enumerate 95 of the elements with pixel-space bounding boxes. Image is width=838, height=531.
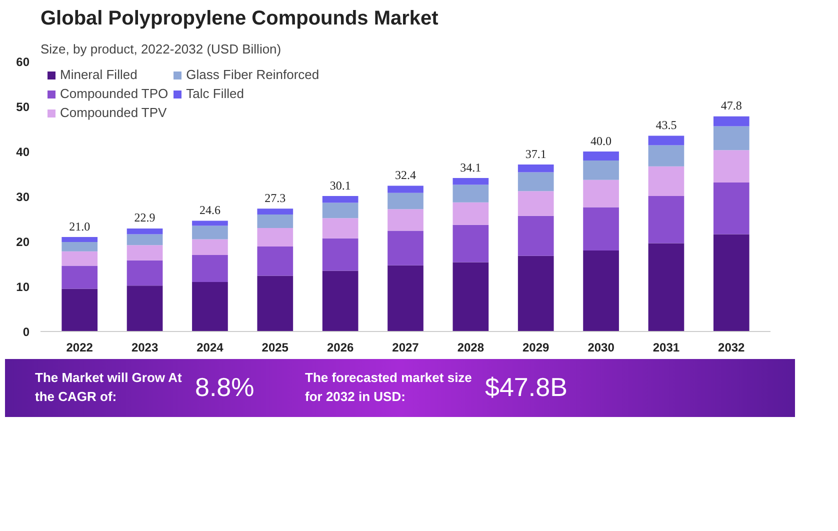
bar <box>648 243 684 332</box>
bar <box>126 245 163 260</box>
bar <box>388 192 424 210</box>
x-tick-label: 2029 <box>522 340 550 354</box>
x-tick-label: 2032 <box>718 340 746 354</box>
bar <box>583 160 619 180</box>
bar <box>192 282 228 332</box>
bar <box>452 262 489 332</box>
bar <box>583 152 619 160</box>
text: 8.8% <box>195 371 256 404</box>
x-tick-label: 2022 <box>66 340 94 354</box>
text: The forecasted market size for 2032 in USD: <box>305 369 473 406</box>
legend-label: Talc Filled <box>186 86 244 101</box>
x-tick-label: 2027 <box>392 340 420 354</box>
chart-title: Global Polypropylene Compounds Market <box>40 8 439 30</box>
bar <box>388 230 424 266</box>
bar <box>518 191 554 216</box>
bar <box>648 166 684 196</box>
bar <box>648 136 684 146</box>
total-label: 40.0 <box>590 134 612 148</box>
bar <box>518 164 554 172</box>
bar <box>713 126 750 150</box>
bar <box>713 182 750 234</box>
bar <box>518 216 554 256</box>
text: $47.8B <box>485 371 568 404</box>
bar <box>518 256 554 332</box>
total-label: 30.1 <box>330 178 351 192</box>
total-label: 32.4 <box>395 168 416 182</box>
bar <box>257 228 294 246</box>
bar <box>583 207 619 250</box>
bar <box>192 220 228 226</box>
legend-label: Mineral Filled <box>60 67 138 82</box>
bar <box>62 242 98 252</box>
chart-subtitle: Size, by product, 2022-2032 (USD Billion) <box>40 42 282 56</box>
bar <box>322 196 358 203</box>
bar <box>388 265 424 332</box>
bar <box>713 234 750 332</box>
x-tick-label: 2030 <box>588 340 615 354</box>
bar <box>192 255 228 282</box>
bar <box>126 260 163 286</box>
total-label: 47.8 <box>720 98 742 113</box>
bar <box>322 202 358 218</box>
bar <box>452 178 489 185</box>
bar <box>257 246 294 276</box>
bar <box>713 150 750 183</box>
total-label: 34.1 <box>460 160 482 174</box>
bar <box>192 239 228 255</box>
bar <box>126 228 163 234</box>
x-tick-label: 2028 <box>457 340 484 354</box>
bar <box>322 218 358 238</box>
bar <box>452 224 489 262</box>
bar <box>257 214 294 228</box>
y-tick-label: 30 <box>16 190 30 204</box>
legend-label: Glass Fiber Reinforced <box>186 67 320 82</box>
bar <box>452 202 489 225</box>
bar <box>62 237 98 242</box>
bar <box>192 226 228 240</box>
legend-label: Compounded TPO <box>60 86 168 101</box>
y-tick-label: 0 <box>22 325 30 339</box>
y-tick-label: 20 <box>16 235 30 249</box>
x-tick-label: 2025 <box>262 340 289 354</box>
bar <box>126 234 163 246</box>
y-tick-label: 40 <box>16 145 30 159</box>
bar <box>583 180 619 208</box>
total-label: 37.1 <box>525 146 546 161</box>
bar <box>322 270 358 332</box>
bar <box>126 286 163 332</box>
text: The Market will Grow At the CAGR of: <box>35 369 183 406</box>
legend-label: Compounded TPV <box>60 105 167 120</box>
bar <box>257 208 294 214</box>
x-tick-label: 2031 <box>652 340 680 354</box>
y-tick-label: 60 <box>16 55 30 69</box>
bar <box>518 172 554 192</box>
bar <box>452 184 489 202</box>
y-tick-label: 50 <box>16 100 30 114</box>
total-label: 24.6 <box>199 203 220 218</box>
bar <box>62 266 98 289</box>
bar <box>62 251 98 266</box>
total-label: 43.5 <box>656 118 677 132</box>
total-label: 21.0 <box>69 219 90 234</box>
bar <box>388 186 424 193</box>
x-tick-label: 2023 <box>131 340 158 354</box>
bar <box>583 250 619 332</box>
total-label: 22.9 <box>134 210 156 225</box>
bar <box>713 116 750 126</box>
bar <box>322 238 358 271</box>
y-tick-label: 10 <box>16 280 30 294</box>
bar <box>388 209 424 231</box>
bar <box>257 276 294 332</box>
bar <box>648 145 684 166</box>
bar <box>648 196 684 244</box>
x-tick-label: 2026 <box>326 340 354 354</box>
x-tick-label: 2024 <box>196 340 224 354</box>
bar <box>62 288 98 332</box>
total-label: 27.3 <box>264 190 286 205</box>
